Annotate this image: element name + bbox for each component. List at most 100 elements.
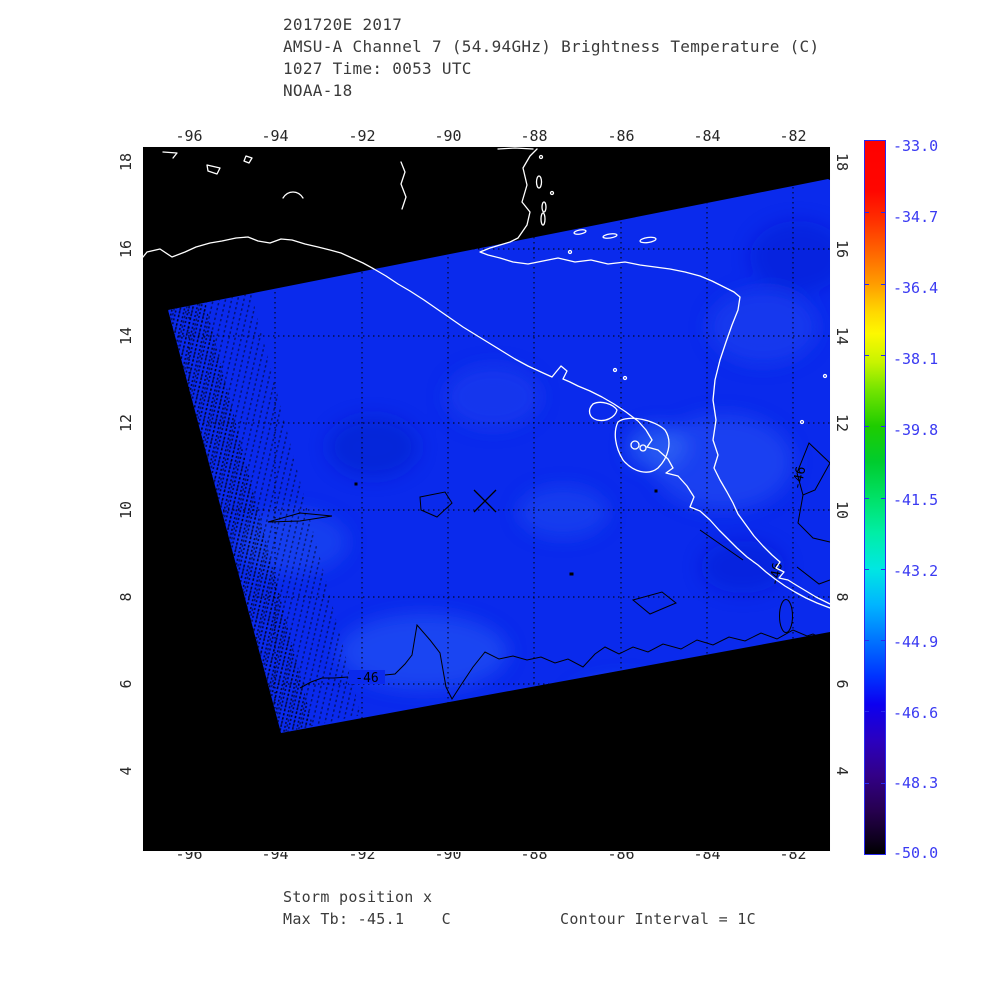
lat-axis-left: 18 16 14 12 10 8 6 4: [117, 147, 135, 851]
colorbar-tick: [864, 711, 869, 712]
contour-label-46: -46: [355, 671, 378, 686]
lat-tick-label: 14: [833, 326, 851, 346]
lon-tick-label: -96: [175, 127, 203, 145]
pacific-coastline: [143, 236, 830, 609]
belize-cay-3: [549, 190, 555, 196]
lat-tick-label: 8: [117, 592, 135, 602]
colorbar-tick-label: -50.0: [893, 844, 939, 862]
island-arc: [282, 191, 304, 199]
lat-tick-label: 10: [117, 500, 135, 520]
ometepe-island-2: [639, 444, 647, 452]
colorbar-tick: [881, 284, 886, 285]
colorbar-tick: [881, 355, 886, 356]
title-block: 201720E 2017 AMSU-A Channel 7 (54.94GHz)…: [283, 14, 819, 102]
lake-managua: [588, 401, 618, 422]
contour-interval-note: Contour Interval = 1C: [560, 910, 756, 928]
coastlines: [143, 147, 830, 609]
bay-island-1: [573, 229, 587, 235]
colorbar-tick-label: -33.0: [893, 137, 939, 155]
lat-tick-label: 6: [117, 679, 135, 689]
colorbar-tick-label: -38.1: [893, 350, 939, 368]
colorbar: [864, 140, 886, 855]
title-storm-id: 201720E 2017: [283, 15, 403, 34]
colorbar-tick-label: -34.7: [893, 208, 939, 226]
islet-2: [822, 373, 828, 379]
belize-cay-4: [541, 201, 547, 213]
colorbar-tick: [881, 498, 886, 499]
temperature-shading: [238, 221, 830, 726]
colorbar-tick: [881, 426, 886, 427]
satellite-swath: [168, 179, 830, 733]
lon-tick-label: -94: [261, 127, 289, 145]
colorbar-tick: [864, 212, 869, 213]
lon-tick-label: -86: [607, 127, 635, 145]
coast-fragment-nw: [162, 151, 178, 159]
lon-tick-label: -92: [348, 127, 376, 145]
storm-position-marker: [473, 489, 497, 513]
colorbar-tick: [864, 426, 869, 427]
tb-contours: [267, 442, 830, 701]
colorbar-tick: [881, 640, 886, 641]
cozumel-coast: [400, 161, 407, 210]
islet-1: [567, 249, 573, 255]
ometepe-island: [630, 440, 640, 450]
lat-tick-label: 18: [117, 152, 135, 172]
lat-tick-label: 14: [117, 326, 135, 346]
lat-tick-label: 16: [117, 239, 135, 259]
colorbar-ticks: [864, 141, 886, 854]
title-channel: AMSU-A Channel 7 (54.94GHz) Brightness T…: [283, 37, 820, 56]
colorbar-tick-label: -46.6: [893, 704, 939, 722]
colorbar-tick: [864, 640, 869, 641]
colorbar-tick: [881, 569, 886, 570]
title-orbit-time: 1027 Time: 0053 UTC: [283, 59, 472, 78]
belize-cay-1: [538, 154, 544, 160]
title-satellite: NOAA-18: [283, 81, 353, 100]
contour-labels: -46 -46 -46: [349, 465, 809, 686]
colorbar-tick-label: -41.5: [893, 491, 939, 509]
max-tb-note: Max Tb: -45.1 C: [283, 910, 451, 928]
yucatan-coast-fragment: [497, 147, 534, 150]
lon-tick-label: -88: [520, 127, 548, 145]
bay-island-3: [639, 236, 657, 244]
colorbar-tick: [881, 783, 886, 784]
islet-3: [799, 419, 805, 425]
lat-tick-label: 10: [833, 500, 851, 520]
belize-cay-5: [540, 212, 546, 226]
belize-cay-2: [535, 175, 543, 189]
bay-island-2: [602, 233, 618, 239]
colorbar-tick-label: -39.8: [893, 421, 939, 439]
island-a: [206, 164, 221, 175]
colorbar-tick-label: -44.9: [893, 633, 939, 651]
caribbean-coastline: [479, 148, 830, 605]
lat-tick-label: 8: [833, 592, 851, 602]
colorbar-tick-label: -36.4: [893, 279, 939, 297]
lon-tick-label: -82: [779, 127, 807, 145]
lat-tick-label: 18: [833, 152, 851, 172]
contour-label-46-rotated-2: -46: [767, 562, 786, 588]
lat-axis-right: 18 16 14 12 10 8 6 4: [833, 147, 851, 851]
lat-tick-label: 12: [117, 413, 135, 433]
islet-4: [612, 367, 618, 373]
lat-tick-label: 16: [833, 239, 851, 259]
lon-tick-label: -90: [434, 127, 462, 145]
colorbar-tick: [881, 711, 886, 712]
map-svg: -46 -46 -46: [143, 147, 830, 851]
colorbar-tick: [864, 569, 869, 570]
colorbar-tick: [864, 284, 869, 285]
lat-tick-label: 4: [833, 766, 851, 776]
scan-edge-stipple: [168, 293, 361, 733]
map-plot-area: -46 -46 -46: [142, 146, 831, 852]
storm-position-note: Storm position x: [283, 888, 433, 906]
contour-label-46-rotated-1: -46: [790, 465, 810, 491]
lat-tick-label: 4: [117, 766, 135, 776]
colorbar-tick: [864, 498, 869, 499]
island-b: [243, 155, 253, 164]
colorbar-tick: [881, 212, 886, 213]
lon-tick-label: -84: [693, 127, 721, 145]
lat-tick-label: 12: [833, 413, 851, 433]
colorbar-tick: [864, 783, 869, 784]
colorbar-tick-label: -48.3: [893, 774, 939, 792]
lat-tick-label: 6: [833, 679, 851, 689]
islet-5: [622, 375, 628, 381]
